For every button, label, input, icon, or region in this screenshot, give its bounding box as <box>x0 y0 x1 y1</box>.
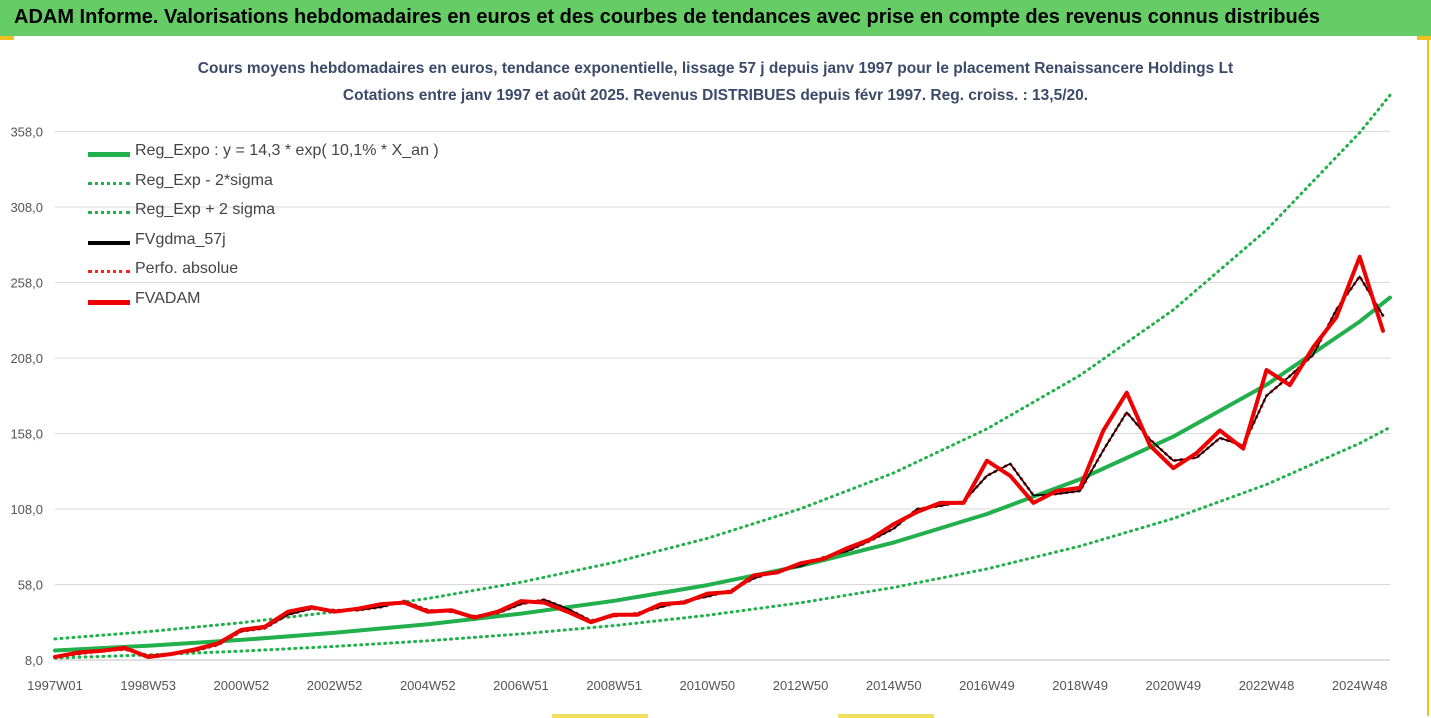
title-bar: ADAM Informe. Valorisations hebdomadaire… <box>0 0 1431 36</box>
y-tick-label: 358,0 <box>10 124 43 139</box>
y-tick-label: 8,0 <box>25 653 43 668</box>
legend-label-fvgdma: FVgdma_57j <box>135 230 226 248</box>
legend-swatch-reg-exp-minus <box>88 181 130 185</box>
x-tick-label: 2000W52 <box>214 678 270 693</box>
series-line-1 <box>53 425 1392 660</box>
x-tick-label: 2002W52 <box>307 678 363 693</box>
bottom-tab-2 <box>838 714 934 718</box>
legend-swatch-fvadam <box>88 299 130 305</box>
x-tick-label: 1997W01 <box>27 678 83 693</box>
x-tick-label: 2012W50 <box>773 678 829 693</box>
y-tick-label: 158,0 <box>10 426 43 441</box>
series-line-3 <box>54 275 1384 658</box>
legend-label-reg-expo: Reg_Expo : y = 14,3 * exp( 10,1% * X_an … <box>135 142 439 159</box>
series-line-2 <box>53 93 1392 641</box>
x-tick-label: 2018W49 <box>1052 678 1108 693</box>
x-tick-label: 1998W53 <box>120 678 176 693</box>
legend-label-reg-exp-plus: Reg_Exp + 2 sigma <box>135 201 276 219</box>
x-tick-label: 2014W50 <box>866 678 922 693</box>
x-tick-label: 2006W51 <box>493 678 549 693</box>
x-tick-label: 2024W48 <box>1332 678 1388 693</box>
chart-title-line2: Cotations entre janv 1997 et août 2025. … <box>342 87 1089 104</box>
y-tick-label: 208,0 <box>10 351 43 366</box>
chart-frame <box>0 36 1429 716</box>
legend-swatch-reg-exp-plus <box>88 211 130 215</box>
y-tick-label: 258,0 <box>10 275 43 290</box>
frame-corner-left <box>0 36 14 40</box>
frame-corner-right <box>1417 36 1431 40</box>
x-tick-label: 2008W51 <box>586 678 642 693</box>
x-tick-label: 2020W49 <box>1145 678 1201 693</box>
y-tick-label: 108,0 <box>10 502 43 517</box>
legend-swatch-perfo <box>88 270 130 274</box>
y-tick-label: 308,0 <box>10 200 43 215</box>
series-line-4 <box>53 274 1385 659</box>
x-tick-label: 2004W52 <box>400 678 456 693</box>
report-title: ADAM Informe. Valorisations hebdomadaire… <box>14 6 1320 28</box>
x-tick-label: 2022W48 <box>1239 678 1295 693</box>
chart-title-line1: Cours moyens hebdomadaires en euros, ten… <box>197 60 1234 77</box>
x-tick-label: 2016W49 <box>959 678 1015 693</box>
bottom-tab-1 <box>552 714 648 718</box>
series-line-0 <box>53 295 1392 653</box>
legend-label-fvadam: FVADAM <box>135 289 201 307</box>
legend-swatch-reg-expo <box>88 152 130 157</box>
legend-label-reg-exp-minus: Reg_Exp - 2*sigma <box>135 171 273 189</box>
legend-label-perfo: Perfo. absolue <box>135 260 239 278</box>
y-tick-label: 58,0 <box>18 577 43 592</box>
legend-swatch-fvgdma <box>88 240 130 245</box>
x-tick-label: 2010W50 <box>680 678 736 693</box>
series-line-5 <box>53 254 1385 659</box>
